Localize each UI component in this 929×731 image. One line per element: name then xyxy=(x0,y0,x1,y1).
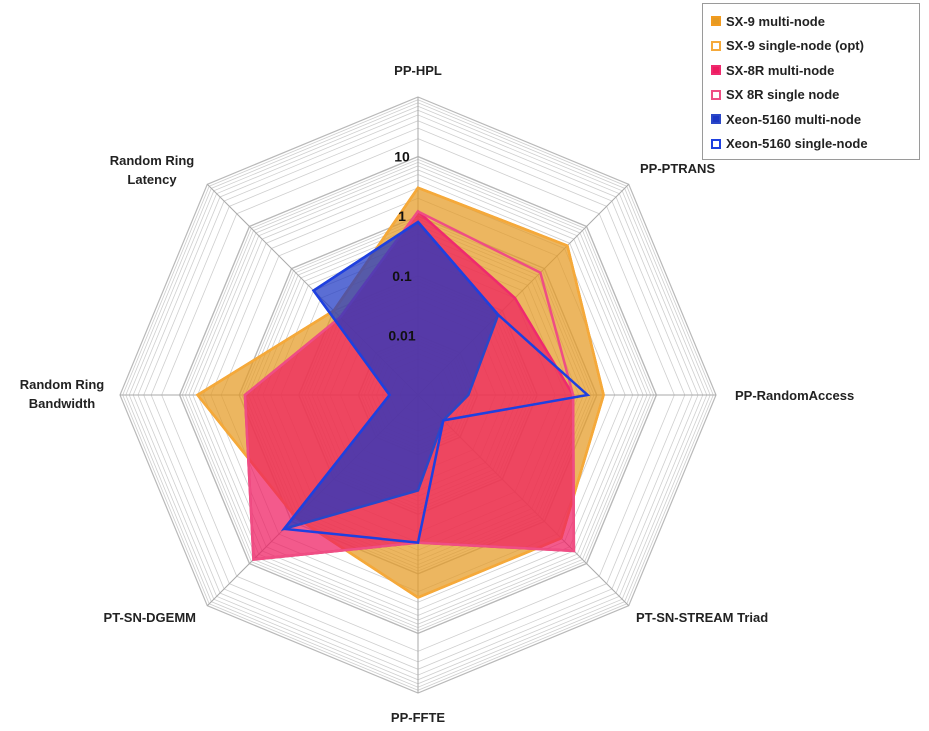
axis-label: Random Ring Bandwidth xyxy=(20,377,105,411)
legend-item: Xeon-5160 single-node xyxy=(711,132,911,157)
legend-label: SX-8R multi-node xyxy=(726,62,835,78)
series-xeon-5160-single-node xyxy=(281,220,591,544)
axis-label: PP-FFTE xyxy=(391,710,445,725)
legend-swatch xyxy=(711,16,721,27)
legend-swatch xyxy=(711,40,721,51)
axis-label: PT-SN-STREAM Triad xyxy=(636,610,768,625)
axis-label: PT-SN-DGEMM xyxy=(104,610,196,625)
legend-item: SX-9 single-node (opt) xyxy=(711,34,911,59)
legend-swatch xyxy=(711,89,721,100)
tick-label: 0.1 xyxy=(392,268,412,284)
tick-labels: 0.01 0.1 1 10 xyxy=(388,149,415,344)
legend-item: Xeon-5160 multi-node xyxy=(711,107,911,132)
legend: SX-9 multi-node SX-9 single-node (opt) SX-… xyxy=(702,3,920,160)
tick-label: 10 xyxy=(394,149,410,165)
axis-label: PP-RandomAccess xyxy=(735,388,854,403)
series-sx-9-single-node-opt xyxy=(195,186,605,599)
legend-item: SX-9 multi-node xyxy=(711,9,911,34)
axis-label: PP-PTRANS xyxy=(640,161,715,176)
tick-label: 0.01 xyxy=(388,327,415,343)
legend-label: SX-9 multi-node xyxy=(726,13,825,29)
legend-item: SX-8R multi-node xyxy=(711,58,911,83)
legend-swatch xyxy=(711,114,721,125)
axis-label: PP-HPL xyxy=(394,63,442,78)
legend-swatch xyxy=(711,65,721,76)
series-layer xyxy=(195,186,605,599)
axis-label: Random Ring Latency xyxy=(110,153,195,187)
legend-item: SX 8R single node xyxy=(711,83,911,108)
tick-label: 1 xyxy=(398,208,406,224)
legend-label: Xeon-5160 multi-node xyxy=(726,111,862,127)
axis-labels: PP-HPL PP-PTRANS PP-RandomAccess PT-SN-STRE… xyxy=(20,63,854,725)
legend-swatch xyxy=(711,138,721,149)
legend-label: SX 8R single node xyxy=(726,87,840,103)
legend-label: SX-9 single-node (opt) xyxy=(726,38,864,54)
legend-label: Xeon-5160 single-node xyxy=(726,136,868,152)
